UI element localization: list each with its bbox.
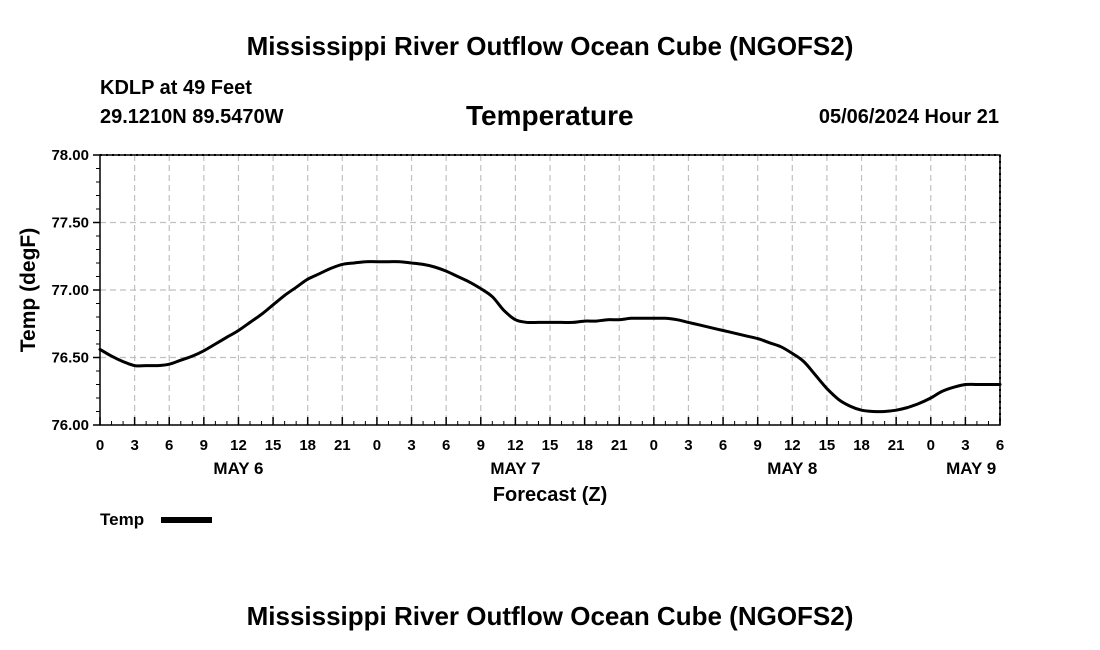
- legend-label: Temp: [100, 510, 144, 529]
- x-tick-label: 12: [507, 437, 524, 454]
- x-tick-label: 9: [754, 437, 762, 454]
- x-tick-label: 9: [200, 437, 208, 454]
- y-tick-label: 76.50: [51, 350, 89, 367]
- y-tick-label: 78.00: [51, 147, 89, 164]
- x-tick-label: 18: [853, 437, 870, 454]
- y-tick-label: 77.00: [51, 282, 89, 299]
- x-tick-label: 3: [130, 437, 138, 454]
- x-tick-label: 6: [719, 437, 727, 454]
- date-label: MAY 9: [946, 459, 996, 478]
- x-tick-label: 0: [650, 437, 658, 454]
- date-label: MAY 8: [767, 459, 817, 478]
- x-tick-label: 18: [576, 437, 593, 454]
- y-axis-label: Temp (degF): [17, 228, 40, 352]
- station-label: KDLP at 49 Feet: [100, 77, 252, 99]
- x-tick-label: 21: [334, 437, 351, 454]
- forecast-datetime: 05/06/2024 Hour 21: [818, 106, 999, 128]
- y-tick-label: 77.50: [51, 215, 89, 232]
- date-label: MAY 6: [213, 459, 263, 478]
- x-tick-label: 15: [265, 437, 282, 454]
- x-tick-label: 12: [230, 437, 247, 454]
- station-coords: 29.1210N 89.5470W: [100, 106, 284, 128]
- x-tick-label: 6: [442, 437, 450, 454]
- footer-title: Mississippi River Outflow Ocean Cube (NG…: [246, 601, 854, 631]
- x-tick-label: 0: [96, 437, 104, 454]
- x-tick-label: 6: [996, 437, 1004, 454]
- x-tick-label: 12: [784, 437, 801, 454]
- x-tick-label: 9: [477, 437, 485, 454]
- x-axis-label: Forecast (Z): [493, 484, 607, 506]
- page-title: Mississippi River Outflow Ocean Cube (NG…: [246, 31, 854, 61]
- x-tick-label: 0: [927, 437, 935, 454]
- variable-title: Temperature: [466, 100, 634, 131]
- x-tick-label: 21: [888, 437, 905, 454]
- x-tick-label: 15: [542, 437, 559, 454]
- y-tick-label: 76.00: [51, 417, 89, 434]
- x-tick-label: 0: [373, 437, 381, 454]
- date-label: MAY 7: [490, 459, 540, 478]
- x-tick-label: 18: [299, 437, 316, 454]
- temp-series-line: [98, 260, 1002, 414]
- x-tick-label: 3: [961, 437, 969, 454]
- x-tick-label: 3: [684, 437, 692, 454]
- x-tick-label: 3: [407, 437, 415, 454]
- x-tick-label: 15: [819, 437, 836, 454]
- x-tick-label: 21: [611, 437, 628, 454]
- x-tick-label: 6: [165, 437, 173, 454]
